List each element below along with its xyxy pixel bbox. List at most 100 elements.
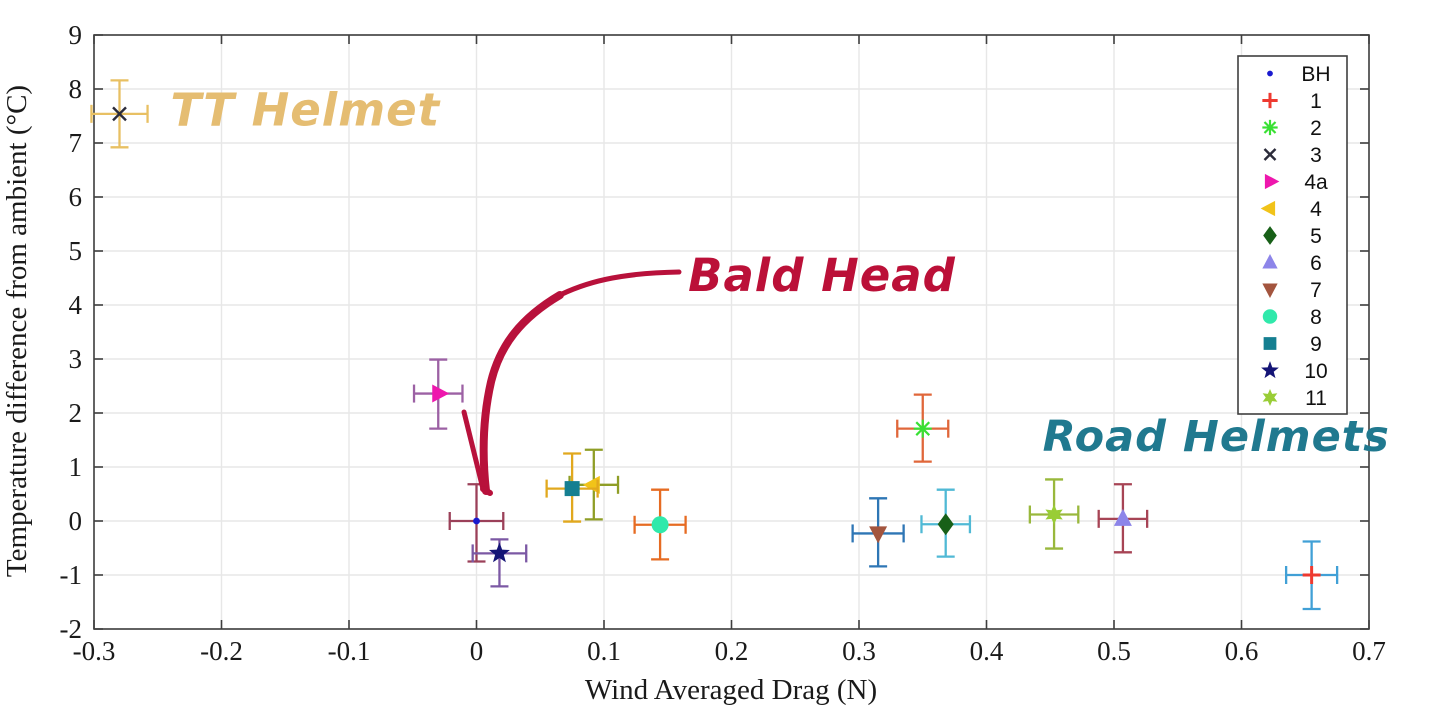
legend: BH 1 2 3 4a 4 5 6 7 8 9 10 11	[1237, 55, 1348, 415]
x-tick-label: -0.2	[200, 636, 243, 666]
data-point-9	[545, 452, 599, 523]
x-marker	[112, 106, 127, 122]
x-tick-label: -0.1	[328, 636, 371, 666]
bald-head-arrow	[461, 269, 682, 496]
point-marker	[1267, 70, 1273, 77]
data-point-1	[1284, 540, 1339, 611]
legend-label-11: 11	[1305, 387, 1327, 410]
legend-entry-7: 7	[1262, 279, 1322, 302]
annotations: TT Helmet Bald Head Road Helmets	[171, 84, 1390, 462]
x-tick-label: -0.3	[73, 636, 116, 666]
arrow-stroke	[553, 269, 682, 300]
y-tick-label: -1	[60, 560, 83, 590]
legend-label-10: 10	[1304, 360, 1327, 383]
legend-entry-5: 5	[1263, 225, 1322, 248]
star-marker	[1261, 361, 1279, 379]
legend-entry-2: 2	[1262, 117, 1322, 140]
data-series	[90, 79, 1339, 611]
diamond-marker	[1263, 226, 1277, 245]
hexagram-marker	[1045, 504, 1063, 525]
data-point-6	[1097, 483, 1149, 554]
axes	[93, 34, 1370, 630]
data-point-4a	[412, 358, 464, 430]
legend-entry-1: 1	[1262, 90, 1322, 113]
y-tick-label: 8	[69, 74, 83, 104]
y-tick-label: -2	[60, 614, 83, 644]
legend-label-BH: BH	[1301, 63, 1330, 86]
tick-labels: -0.3 -0.2 -0.1 0 0.1 0.2 0.3 0.4 0.5 0.6 0.7 -2 -1 0 1…	[60, 20, 1386, 666]
legend-label-1: 1	[1310, 90, 1322, 113]
circle-marker	[1262, 309, 1278, 324]
asterisk-marker	[1262, 119, 1278, 136]
plus-marker	[1302, 566, 1321, 584]
hexagram-marker	[1262, 389, 1278, 406]
legend-entry-4: 4	[1260, 198, 1322, 221]
legend-label-6: 6	[1310, 252, 1322, 275]
y-axis-label: Temperature difference from ambient (°C)	[1, 85, 33, 577]
legend-entry-6: 6	[1262, 252, 1322, 275]
triangle-up-marker	[1113, 508, 1132, 526]
x-tick-label: 0	[470, 636, 484, 666]
x-tick-label: 0.4	[970, 636, 1004, 666]
x-tick-label: 0.7	[1352, 636, 1386, 666]
y-tick-label: 9	[69, 20, 83, 50]
data-point-5	[920, 488, 972, 558]
legend-label-5: 5	[1310, 225, 1322, 248]
square-marker	[1263, 337, 1277, 350]
arrow-stroke	[480, 486, 493, 496]
y-tick-label: 6	[69, 182, 83, 212]
legend-label-3: 3	[1310, 144, 1322, 167]
legend-label-9: 9	[1310, 333, 1322, 356]
y-tick-label: 0	[69, 506, 83, 536]
legend-label-2: 2	[1310, 117, 1322, 140]
point-marker	[473, 517, 480, 525]
legend-entry-4a: 4a	[1264, 171, 1328, 194]
triangle-right-marker	[1264, 173, 1280, 190]
legend-entry-3: 3	[1263, 144, 1322, 167]
x-tick-label: 0.1	[587, 636, 621, 666]
x-tick-label: 0.6	[1225, 636, 1259, 666]
x-tick-label: 0.3	[842, 636, 876, 666]
legend-entry-BH: BH	[1267, 63, 1331, 86]
legend-entry-11: 11	[1262, 387, 1327, 410]
arrow-stroke	[479, 291, 564, 495]
circle-marker	[651, 516, 669, 534]
legend-entry-10: 10	[1261, 360, 1328, 383]
y-tick-label: 2	[69, 398, 83, 428]
y-tick-label: 7	[69, 128, 83, 158]
legend-label-7: 7	[1310, 279, 1322, 302]
annotation-bald-head: Bald Head	[688, 249, 956, 302]
annotation-road-helmets: Road Helmets	[1043, 412, 1390, 462]
data-point-11	[1028, 478, 1080, 550]
data-point-3	[90, 79, 149, 149]
triangle-up-marker	[1262, 254, 1278, 269]
legend-entry-8: 8	[1262, 306, 1322, 329]
diamond-marker	[937, 513, 954, 536]
legend-entry-9: 9	[1263, 333, 1322, 356]
triangle-right-marker	[432, 384, 450, 403]
y-tick-label: 5	[69, 236, 83, 266]
annotation-tt-helmet: TT Helmet	[171, 84, 441, 137]
x-tick-label: 0.5	[1097, 636, 1131, 666]
x-axis-label: Wind Averaged Drag (N)	[585, 674, 877, 706]
square-marker	[564, 481, 580, 497]
x-marker	[1263, 148, 1277, 161]
star-marker	[488, 542, 510, 563]
asterisk-marker	[913, 419, 932, 438]
data-point-2	[896, 393, 950, 463]
y-tick-label: 4	[69, 290, 83, 320]
y-tick-label: 3	[69, 344, 83, 374]
triangle-down-marker	[869, 526, 888, 544]
plus-marker	[1262, 92, 1278, 109]
data-point-10	[471, 538, 528, 588]
legend-box	[1237, 55, 1348, 415]
triangle-down-marker	[1262, 283, 1278, 298]
y-tick-label: 1	[69, 452, 83, 482]
legend-label-8: 8	[1310, 306, 1322, 329]
data-point-8	[633, 488, 687, 561]
legend-label-4: 4	[1310, 198, 1322, 221]
data-point-7	[851, 497, 905, 568]
legend-label-4a: 4a	[1304, 171, 1328, 194]
